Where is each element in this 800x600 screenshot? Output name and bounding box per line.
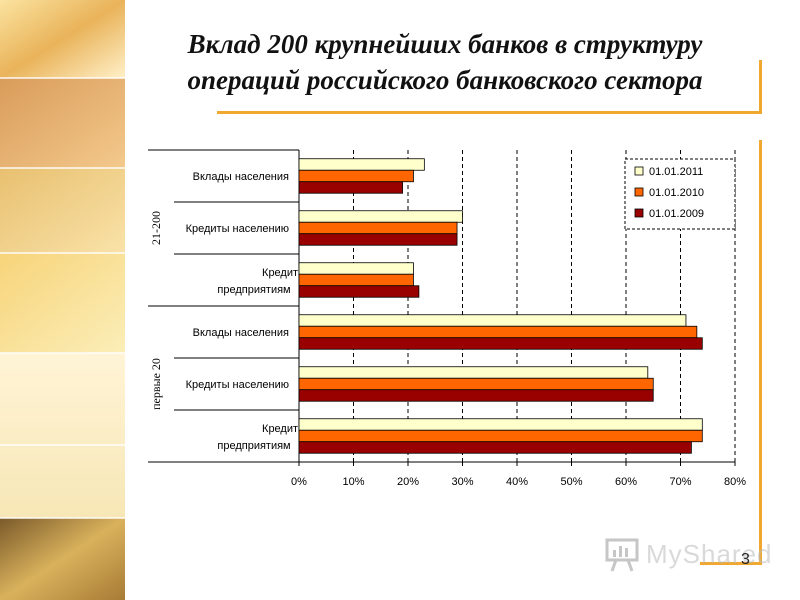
x-tick-label: 10% (342, 476, 364, 488)
category-label: Кредиты населению (186, 379, 289, 391)
x-tick-label: 20% (397, 476, 419, 488)
legend-label: 01.01.2011 (649, 166, 703, 178)
category-label-line2: предприятиям (217, 284, 290, 296)
bar (298, 181, 403, 194)
bar (298, 377, 654, 391)
bar (298, 210, 463, 223)
category-label: Вклады населения (193, 327, 289, 339)
x-tick-label: 50% (560, 476, 582, 488)
slide-number: 3 (741, 551, 750, 568)
legend-swatch (634, 208, 644, 218)
bar (298, 314, 687, 327)
legend-label: 01.01.2010 (649, 187, 704, 199)
x-tick-label: 0% (291, 476, 307, 488)
group-label: 21-200 (149, 211, 163, 245)
bar (298, 325, 698, 339)
accent-line-right (759, 140, 762, 565)
x-tick-label: 60% (615, 476, 637, 488)
decorative-gold-strip (0, 0, 125, 600)
bar (298, 337, 703, 350)
title-line-1: Вклад 200 крупнейших банков в структуру (187, 29, 703, 59)
bar (298, 221, 458, 235)
watermark-text: MyShared (646, 539, 773, 569)
bar (298, 273, 414, 287)
category-label: Кредиты населению (186, 223, 289, 235)
bar (298, 441, 692, 454)
accent-line-title (217, 111, 762, 114)
bar (298, 418, 703, 431)
legend-swatch (634, 187, 644, 197)
legend-label: 01.01.2009 (649, 208, 704, 220)
title-line-2: операций российского банковского сектора (187, 65, 703, 95)
category-label-line1: Кредиты (262, 423, 306, 435)
x-tick-label: 30% (451, 476, 473, 488)
bar (298, 429, 703, 443)
bar (298, 389, 654, 402)
category-label-line2: предприятиям (217, 440, 290, 452)
accent-line-title-end (759, 60, 762, 114)
legend-swatch (634, 166, 644, 176)
bar (298, 262, 414, 275)
x-tick-label: 80% (724, 476, 746, 488)
watermark: MyShared (605, 537, 772, 578)
bar (298, 169, 414, 183)
gold-strip-image (0, 0, 125, 600)
bar (298, 233, 458, 246)
x-tick-label: 40% (506, 476, 528, 488)
accent-line-bottom (700, 562, 762, 565)
slide-title: Вклад 200 крупнейших банков в структуру … (135, 26, 755, 98)
group-label: первые 20 (149, 358, 163, 410)
category-label: Вклады населения (193, 171, 289, 183)
presentation-board-icon (605, 538, 639, 572)
bar (298, 366, 649, 379)
chart-canvas: 0% 10% 20% 30% 40% 50% 60% 70% 80% Вклады населен… (148, 149, 746, 488)
x-tick-label: 70% (669, 476, 691, 488)
bar (298, 158, 425, 171)
bar (298, 285, 420, 298)
bar-chart: 0% 10% 20% 30% 40% 50% 60% 70% 80% Вклады населен… (130, 135, 750, 520)
category-label-line1: Кредиты (262, 267, 306, 279)
